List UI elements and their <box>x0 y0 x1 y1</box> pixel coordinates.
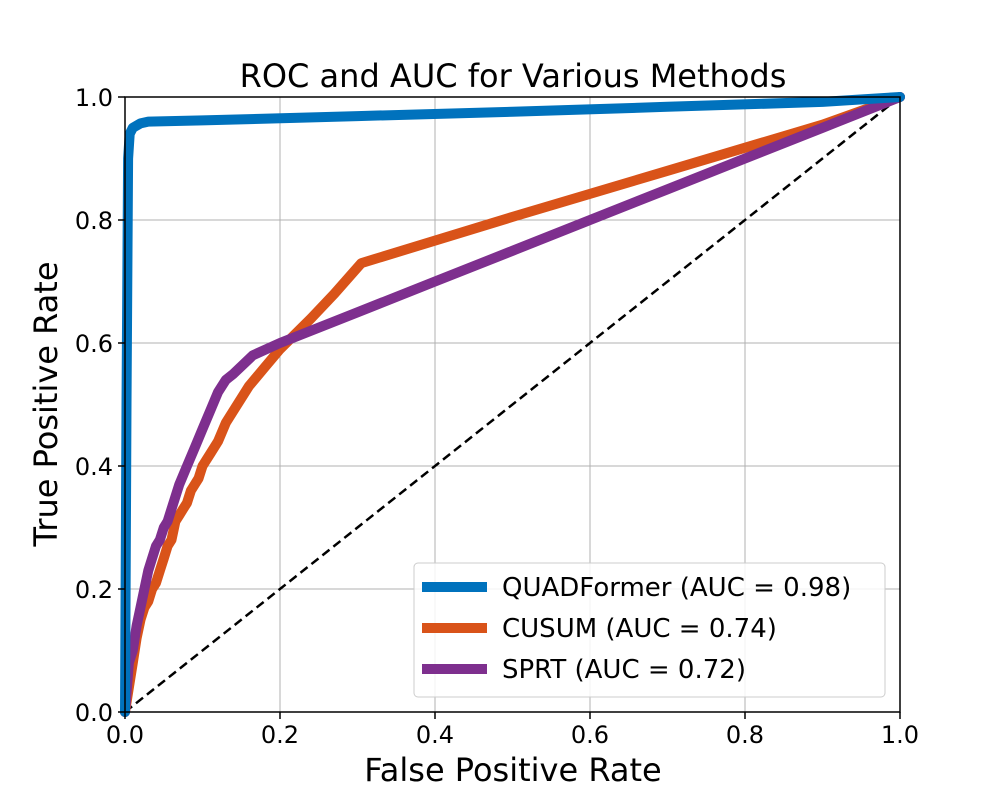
legend-label: CUSUM (AUC = 0.74) <box>502 614 777 644</box>
x-tick-label: 0.8 <box>726 721 764 749</box>
y-tick-label: 0.6 <box>75 330 113 358</box>
y-axis-label: True Positive Rate <box>27 261 65 547</box>
x-tick-label: 1.0 <box>881 721 919 749</box>
legend-label: SPRT (AUC = 0.72) <box>502 655 746 685</box>
x-tick-label: 0.0 <box>106 721 144 749</box>
chart-title: ROC and AUC for Various Methods <box>240 57 787 95</box>
y-tick-label: 0.0 <box>75 699 113 727</box>
chance-diagonal-line <box>124 96 901 713</box>
y-tick-label: 0.2 <box>75 576 113 604</box>
series-layer <box>120 92 905 717</box>
y-tick-label: 1.0 <box>75 84 113 112</box>
legend: QUADFormer (AUC = 0.98) CUSUM (AUC = 0.74… <box>413 562 886 698</box>
y-tick-label: 0.4 <box>75 453 113 481</box>
series-line-2 <box>120 92 905 717</box>
x-tick-label: 0.6 <box>571 721 609 749</box>
x-tick-label: 0.4 <box>416 721 454 749</box>
series-line-0 <box>120 92 905 717</box>
x-tick-label: 0.2 <box>261 721 299 749</box>
legend-label: QUADFormer (AUC = 0.98) <box>502 573 851 603</box>
tick-layer: 0.0 0.2 0.4 0.6 0.8 1.0 0.0 0.2 0.4 0.6 0.8 1.0 <box>75 84 919 749</box>
legend-box <box>413 562 886 698</box>
y-tick-label: 0.8 <box>75 207 113 235</box>
x-axis-label: False Positive Rate <box>364 751 661 789</box>
series-line-1 <box>120 92 905 717</box>
plot-frame <box>124 96 901 713</box>
